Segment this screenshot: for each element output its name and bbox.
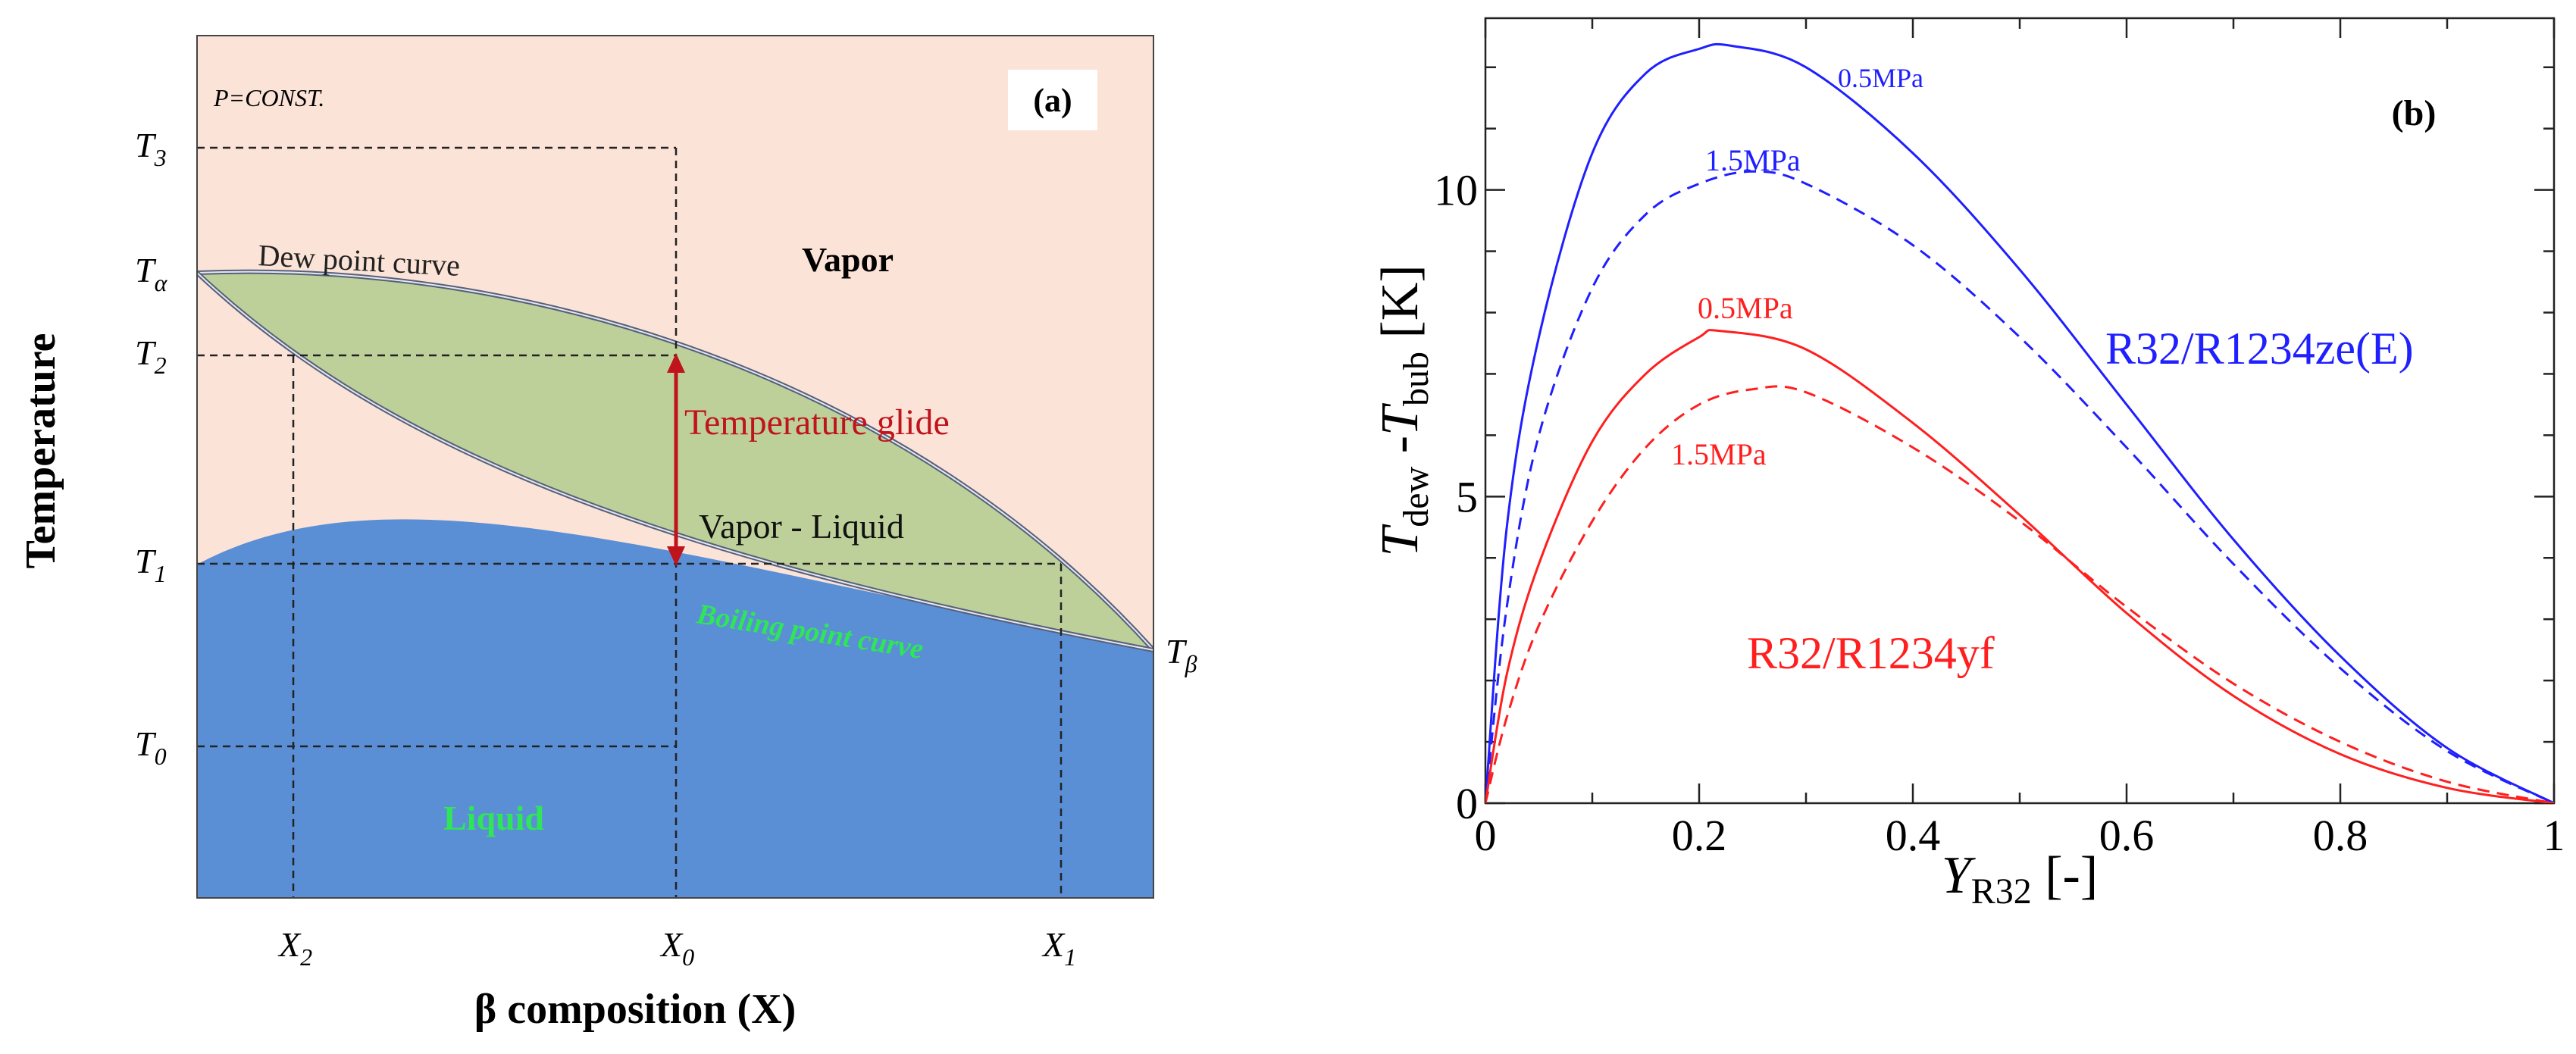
condition-text: P=CONST.: [213, 84, 324, 111]
series-line-r32-r1234ze-e-1-5mpa: [1485, 170, 2554, 803]
x-tick-label: 0.2: [1672, 811, 1727, 860]
panel-b-tick-marks: [1484, 18, 2556, 805]
glide-label: Temperature glide: [684, 402, 950, 443]
x-tick-label: 0: [1475, 811, 1497, 860]
panel-b-x-tick-labels: 0 0.2 0.4 0.6 0.8 1: [1475, 811, 2565, 860]
series-label-ze-0-5: 0.5MPa: [1838, 63, 1923, 93]
panel-a-frame: [196, 35, 1154, 899]
tick-t2: T2: [135, 333, 167, 379]
dew-point-curve-highlight: [197, 271, 1153, 651]
panel-a-label-box: [1008, 70, 1097, 130]
series-label-yf-0-5: 0.5MPa: [1698, 291, 1793, 325]
panel-a-xlabel: β composition (X): [474, 986, 797, 1033]
two-phase-label: Vapor - Liquid: [699, 507, 904, 546]
x-tick-label: 1: [2543, 811, 2565, 860]
series-label-yf-1-5: 1.5MPa: [1671, 437, 1767, 471]
panel-a-y-ticks: T3 Tα T2 T1 T0: [135, 126, 168, 770]
tick-t1: T1: [135, 542, 167, 587]
tick-t3: T3: [135, 126, 167, 171]
tick-x1: X1: [1041, 925, 1076, 971]
x-tick-label: 0.6: [2099, 811, 2155, 860]
panel-a-label: (a): [1033, 82, 1072, 119]
tick-talpha: Tα: [135, 251, 168, 296]
tick-x0: X0: [659, 925, 694, 971]
tick-tbeta: Tβ: [1166, 632, 1197, 677]
x-tick-label: 0.4: [1886, 811, 1941, 860]
vapor-label: Vapor: [802, 240, 894, 279]
panel-b-y-tick-labels: 0 5 10: [1434, 166, 1478, 828]
panel-a: (a) P=CONST. Vapor Dew point curve Tempe…: [17, 35, 1197, 1033]
liquid-label: Liquid: [443, 799, 544, 837]
tick-t0: T0: [135, 724, 167, 770]
tick-x2: X2: [277, 925, 312, 971]
y-tick-label: 0: [1456, 779, 1478, 828]
panel-b-series: [1485, 42, 2554, 803]
boiling-point-curve-highlight: [197, 272, 1153, 651]
panel-b-label: (b): [2392, 93, 2437, 133]
guide-lines: [197, 146, 1063, 898]
panel-b: 0 0.2 0.4 0.6 0.8 1 0 5 10 (b) 0.5MPa 1.…: [1371, 17, 2565, 912]
panel-b-label-box: [2353, 73, 2474, 149]
series-line-r32-r1234ze-e-0-5mpa: [1485, 42, 2554, 803]
glide-arrow-head-down: [667, 546, 685, 566]
y-tick-label: 10: [1434, 166, 1478, 215]
panel-a-ylabel: Temperature: [17, 333, 64, 568]
panel-b-ylabel: Tdew -Tbub [K]: [1371, 264, 1436, 556]
series-line-r32-r1234yf-0-5mpa: [1485, 329, 2554, 803]
y-tick-label: 5: [1456, 472, 1478, 521]
group-label-yf: R32/R1234yf: [1747, 628, 1995, 678]
group-label-ze: R32/R1234ze(E): [2105, 324, 2414, 374]
panel-a-x-ticks: X2 X0 X1: [277, 925, 1076, 971]
panel-b-xlabel: YR32 [-]: [1942, 846, 2098, 912]
series-label-ze-1-5: 1.5MPa: [1705, 143, 1801, 177]
x-tick-label: 0.8: [2313, 811, 2368, 860]
glide-arrow-head-up: [667, 353, 685, 373]
